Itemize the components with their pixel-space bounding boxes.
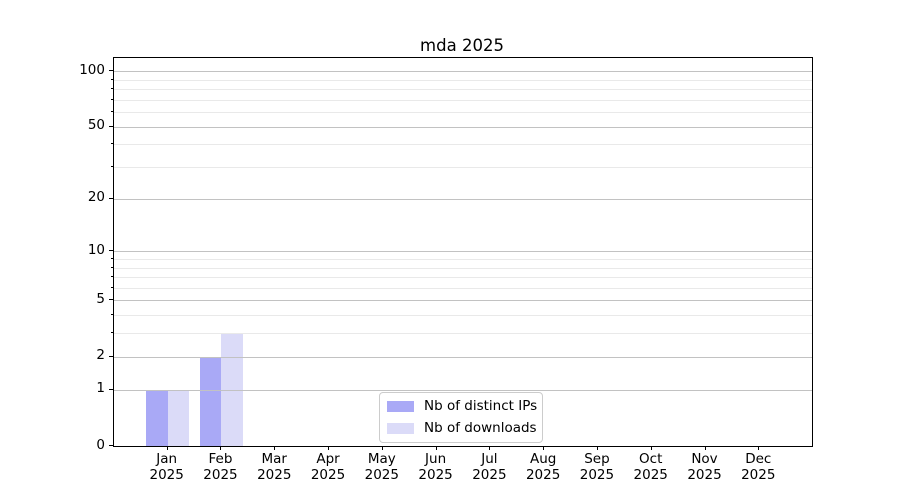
bar-downloads <box>221 333 243 446</box>
bar-downloads <box>167 389 190 446</box>
gridline-major <box>114 300 812 302</box>
x-tick-mark <box>489 446 491 450</box>
gridline-minor <box>114 277 812 279</box>
x-tick-label: Mar 2025 <box>257 451 292 483</box>
plot-area <box>113 57 813 447</box>
legend-label-downloads: Nb of downloads <box>424 420 537 436</box>
gridline-minor <box>114 89 812 91</box>
bar-distinct-ips <box>146 389 168 446</box>
y-tick-label: 5 <box>96 290 105 307</box>
legend-item-distinct-ips: Nb of distinct IPs <box>387 398 542 415</box>
y-tick-mark-minor <box>110 78 113 80</box>
x-tick-mark <box>435 446 437 450</box>
gridline-major <box>114 356 812 358</box>
y-tick-mark-minor <box>110 258 113 259</box>
x-tick-mark <box>274 446 276 450</box>
y-tick-mark-minor <box>110 111 113 113</box>
gridline-major <box>114 251 812 253</box>
gridline-minor <box>114 333 812 335</box>
x-tick-label: Jul 2025 <box>472 451 507 483</box>
gridline-minor <box>114 267 812 269</box>
y-tick-mark-minor <box>110 88 113 90</box>
legend-item-downloads: Nb of downloads <box>387 420 542 437</box>
y-tick-mark-minor <box>110 332 113 334</box>
x-tick-label: Aug 2025 <box>525 451 561 483</box>
x-tick-label: Oct 2025 <box>633 451 668 483</box>
gridline-minor <box>114 259 812 260</box>
gridline-major <box>114 389 812 391</box>
y-tick-label: 100 <box>79 61 105 78</box>
y-tick-mark <box>109 445 113 446</box>
x-tick-label: Feb 2025 <box>203 451 238 483</box>
y-tick-mark <box>109 125 113 127</box>
x-tick-mark <box>328 446 330 450</box>
y-tick-label: 0 <box>96 436 105 453</box>
x-tick-mark <box>596 446 598 450</box>
gridline-minor <box>114 99 812 101</box>
y-tick-mark-minor <box>110 166 113 168</box>
legend: Nb of distinct IPs Nb of downloads <box>379 392 543 443</box>
gridline-minor <box>114 167 812 169</box>
legend-swatch-distinct-ips-icon <box>387 401 414 412</box>
x-tick-label: Nov 2025 <box>687 451 722 483</box>
x-tick-mark <box>758 446 760 450</box>
y-tick-label: 2 <box>96 347 105 364</box>
y-tick-mark-minor <box>110 266 113 268</box>
x-tick-label: Dec 2025 <box>741 451 776 483</box>
y-tick-mark <box>109 197 113 199</box>
y-tick-label: 10 <box>87 241 105 258</box>
y-tick-mark <box>109 250 113 252</box>
y-tick-mark-minor <box>110 276 113 278</box>
chart-title: mda 2025 <box>420 36 504 55</box>
gridline-major <box>114 71 812 73</box>
y-tick-mark-minor <box>110 98 113 100</box>
gridline-major <box>114 198 812 200</box>
legend-swatch-downloads-icon <box>387 423 414 434</box>
y-tick-label: 20 <box>87 189 105 206</box>
x-tick-label: May 2025 <box>364 451 399 483</box>
y-tick-mark <box>109 299 113 301</box>
y-tick-mark <box>109 388 113 390</box>
gridline-minor <box>114 112 812 114</box>
x-tick-mark <box>650 446 652 450</box>
x-tick-label: Sep 2025 <box>579 451 615 483</box>
x-tick-label: Jan 2025 <box>149 451 184 483</box>
bar-distinct-ips <box>199 356 222 446</box>
y-tick-label: 1 <box>96 380 105 397</box>
x-tick-mark <box>704 446 706 450</box>
gridline-major <box>114 126 812 128</box>
y-tick-mark <box>109 355 113 357</box>
x-tick-mark <box>381 446 383 450</box>
gridline-minor <box>114 315 812 317</box>
y-tick-mark-minor <box>110 314 113 316</box>
gridline-minor <box>114 144 812 146</box>
y-tick-label: 50 <box>87 117 105 134</box>
x-tick-mark <box>166 446 168 450</box>
x-tick-mark <box>543 446 545 450</box>
x-tick-label: Apr 2025 <box>310 451 346 483</box>
gridline-minor <box>114 287 812 289</box>
legend-label-distinct-ips: Nb of distinct IPs <box>424 398 538 414</box>
x-tick-mark <box>220 446 222 450</box>
y-tick-mark <box>109 70 113 72</box>
y-tick-mark-minor <box>110 286 113 288</box>
y-tick-mark-minor <box>110 143 113 145</box>
x-tick-label: Jun 2025 <box>418 451 453 483</box>
gridline-minor <box>114 79 812 81</box>
